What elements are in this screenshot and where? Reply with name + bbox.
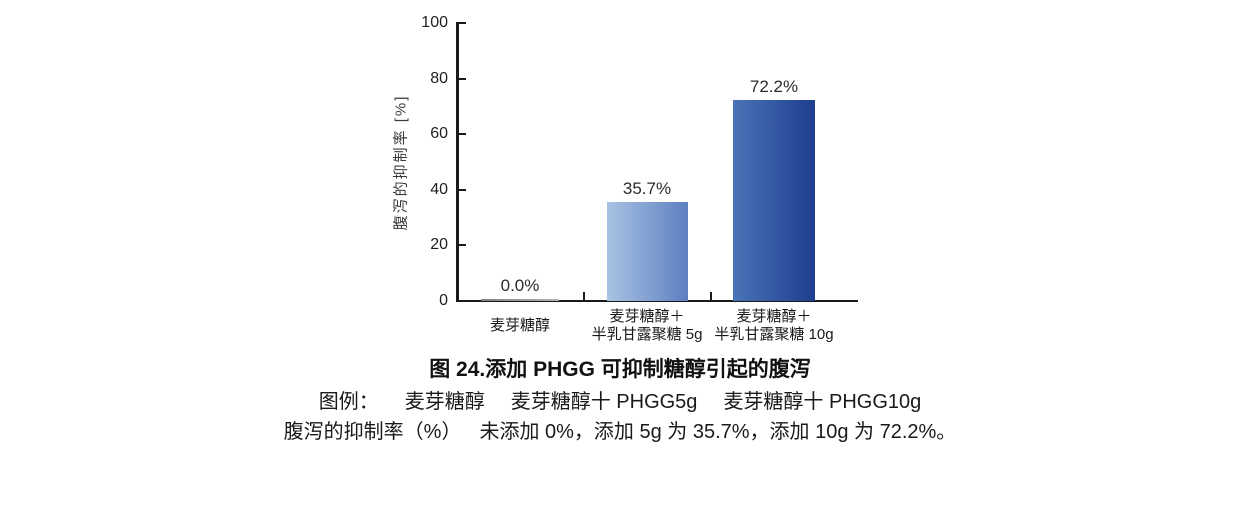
bar-1 — [481, 298, 559, 301]
x-category-label: 麦芽糖醇＋ 半乳甘露聚糖 10g — [694, 308, 854, 344]
y-tick-label: 20 — [430, 236, 448, 254]
bar-chart: 腹泻的抑制率 [%] 0 20 40 60 80 100 0.0% 35.7% 72.2% 麦… — [392, 14, 858, 344]
bar-2 — [606, 201, 688, 301]
y-tick-mark — [456, 244, 466, 247]
figure-title: 图 24.添加 PHGG 可抑制糖醇引起的腹泻 — [429, 358, 811, 381]
y-tick-mark — [456, 188, 466, 191]
bar-value-label: 35.7% — [622, 178, 672, 198]
bar-value-label: 72.2% — [749, 77, 799, 97]
x-category-label-line: 麦芽糖醇＋ — [609, 308, 685, 325]
legend-item: 麦芽糖醇十 PHGG5g — [510, 391, 698, 413]
y-tick-label: 100 — [421, 14, 448, 31]
y-tick-mark — [456, 300, 466, 302]
y-tick-label: 60 — [430, 125, 448, 143]
y-tick-label: 0 — [439, 292, 448, 309]
bar-value-label: 0.0% — [500, 275, 540, 295]
summary-text: 未添加 0%，添加 5g 为 35.7%，添加 10g 为 72.2%。 — [479, 421, 957, 443]
x-category-label: 麦芽糖醇 — [440, 317, 600, 335]
x-category-label: 麦芽糖醇＋ 半乳甘露聚糖 5g — [567, 308, 727, 344]
figure-caption: 图 24.添加 PHGG 可抑制糖醇引起的腹泻 图例： 麦芽糖醇 麦芽糖醇十 PHG… — [4, 357, 1236, 450]
x-tick-mark — [583, 292, 585, 301]
legend-items: 麦芽糖醇 麦芽糖醇十 PHGG5g 麦芽糖醇十 PHGG10g — [405, 391, 922, 413]
legend-item: 麦芽糖醇 — [404, 391, 485, 413]
y-axis-title: 腹泻的抑制率 [%] — [392, 94, 410, 231]
y-axis-line — [456, 22, 459, 302]
figure-summary: 腹泻的抑制率（%） 未添加 0%，添加 5g 为 35.7%，添加 10g 为 7… — [4, 420, 1236, 444]
summary-prefix: 腹泻的抑制率（%） — [283, 421, 462, 443]
x-category-label-line: 半乳甘露聚糖 10g — [714, 326, 834, 343]
y-tick-label: 40 — [430, 180, 448, 198]
y-tick-mark — [456, 77, 466, 80]
y-tick-mark — [456, 22, 466, 24]
legend-item: 麦芽糖醇十 PHGG10g — [723, 391, 922, 413]
bar-3 — [733, 100, 815, 301]
y-tick-label: 80 — [430, 69, 448, 87]
x-category-label-line: 麦芽糖醇＋ — [736, 308, 812, 325]
figure-legend: 图例： 麦芽糖醇 麦芽糖醇十 PHGG5g 麦芽糖醇十 PHGG10g — [4, 390, 1236, 414]
x-category-label-line: 麦芽糖醇 — [489, 317, 550, 334]
x-category-label-line: 半乳甘露聚糖 5g — [591, 326, 703, 343]
legend-label: 图例： — [318, 391, 379, 413]
x-tick-mark — [710, 292, 712, 301]
y-tick-mark — [456, 133, 466, 136]
